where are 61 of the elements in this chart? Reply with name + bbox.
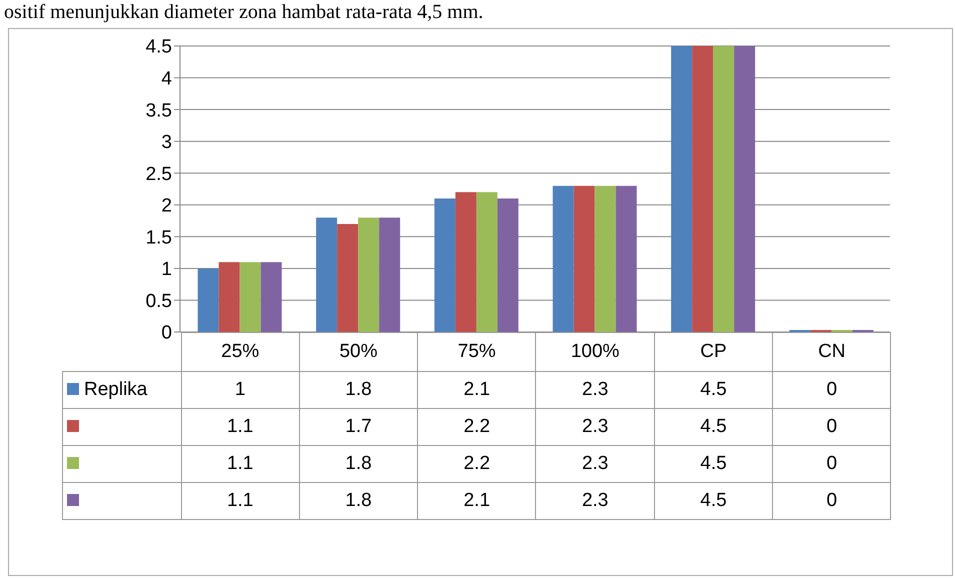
y-tick-label: 4.5 (146, 36, 172, 58)
data-label: 1.1 (181, 446, 300, 482)
data-label: 1.1 (181, 408, 300, 446)
bar (379, 218, 400, 332)
data-label: 0 (772, 408, 891, 446)
x-tick-label: 100% (536, 332, 654, 372)
bar (434, 198, 456, 332)
x-tick-label: 50% (299, 332, 418, 372)
x-tick-label: 25% (181, 332, 300, 372)
data-label: 4.5 (654, 408, 773, 446)
data-label: 2.1 (418, 372, 536, 408)
data-label: 2.1 (418, 482, 536, 520)
text: ositif menunjukkan diameter zona hambat rata-rata 4,5 mm. (4, 0, 484, 24)
bar (455, 192, 476, 332)
bar (671, 46, 692, 332)
bar (574, 186, 595, 332)
y-tick-label: 0.5 (146, 290, 172, 312)
data-label: 4.5 (654, 446, 773, 482)
x-tick-label: CP (654, 332, 773, 372)
data-label: 1.8 (299, 446, 418, 482)
y-tick-label: 1.5 (146, 227, 172, 248)
y-tick-label: 2.5 (146, 164, 172, 185)
bar (218, 262, 240, 332)
data-label: 2.2 (418, 408, 536, 446)
y-tick-label: 3 (161, 132, 172, 154)
bar (240, 262, 261, 332)
x-tick-label: 75% (418, 332, 536, 372)
y-tick-label: 4 (161, 68, 172, 90)
bar (316, 218, 338, 332)
y-tick-label: 1 (161, 259, 172, 280)
data-label: 0 (772, 482, 891, 520)
y-tick-label: 0 (161, 322, 172, 344)
data-label: 4.5 (654, 482, 773, 520)
data-label: 1.8 (299, 372, 418, 408)
y-tick-label: 2 (161, 196, 172, 217)
data-label: 2.3 (536, 446, 654, 482)
data-label: 2.3 (536, 408, 654, 446)
data-label: 1.7 (299, 408, 418, 446)
bar (358, 218, 380, 332)
data-label: 4.5 (654, 372, 773, 408)
bar (713, 46, 734, 332)
data-label: 0 (772, 446, 891, 482)
bar (594, 186, 616, 332)
data-label: 2.3 (536, 482, 654, 520)
x-tick-label: CN (772, 332, 891, 372)
data-label: 2.2 (418, 446, 536, 482)
y-tick-label: 3.5 (146, 100, 172, 122)
bar (692, 46, 714, 332)
bar (552, 186, 574, 332)
bar (260, 262, 282, 332)
bar (476, 192, 498, 332)
bar (497, 198, 518, 332)
bar (337, 224, 358, 332)
bar (616, 186, 637, 332)
bar (734, 46, 756, 332)
legend-label: Replika (62, 372, 181, 408)
data-label: 2.3 (536, 372, 654, 408)
data-label: 1.8 (299, 482, 418, 520)
data-label: 0 (772, 372, 891, 408)
bar (198, 268, 219, 332)
data-label: 1.1 (181, 482, 300, 520)
